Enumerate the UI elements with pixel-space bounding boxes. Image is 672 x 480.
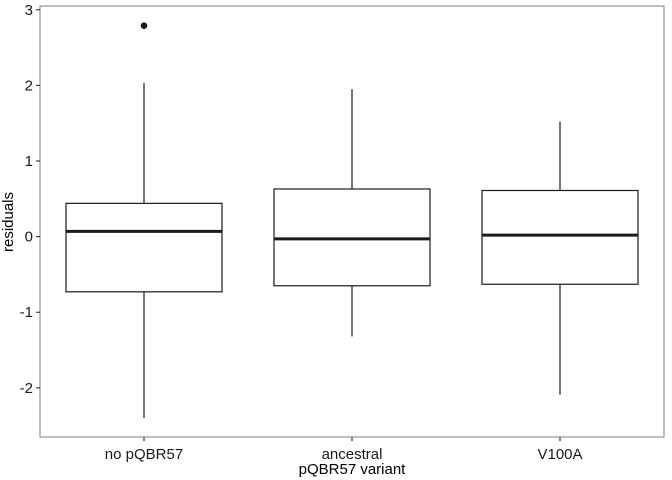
y-tick-label: 2	[25, 77, 33, 94]
box-0	[65, 22, 223, 419]
box-iqr	[481, 189, 639, 285]
box-2	[481, 121, 639, 395]
y-tick-label: 3	[25, 2, 33, 19]
y-axis: 3 2 1 0 -1 -2	[20, 2, 40, 397]
y-axis-title: residuals	[0, 192, 17, 252]
x-axis-title: pQBR57 variant	[299, 461, 407, 478]
y-tick-label: -2	[20, 380, 33, 397]
y-tick-label: -1	[20, 304, 33, 321]
box-iqr	[273, 188, 431, 287]
x-tick-label: ancestral	[322, 446, 383, 463]
outlier-point	[140, 22, 148, 29]
box-1	[273, 89, 431, 337]
x-axis: no pQBR57 ancestral V100A	[105, 437, 583, 463]
y-tick-label: 1	[25, 153, 33, 170]
x-tick-label: no pQBR57	[105, 446, 183, 463]
y-tick-label: 0	[25, 229, 33, 246]
box-series	[65, 22, 639, 419]
x-tick-label: V100A	[537, 446, 582, 463]
box-iqr	[65, 202, 223, 293]
